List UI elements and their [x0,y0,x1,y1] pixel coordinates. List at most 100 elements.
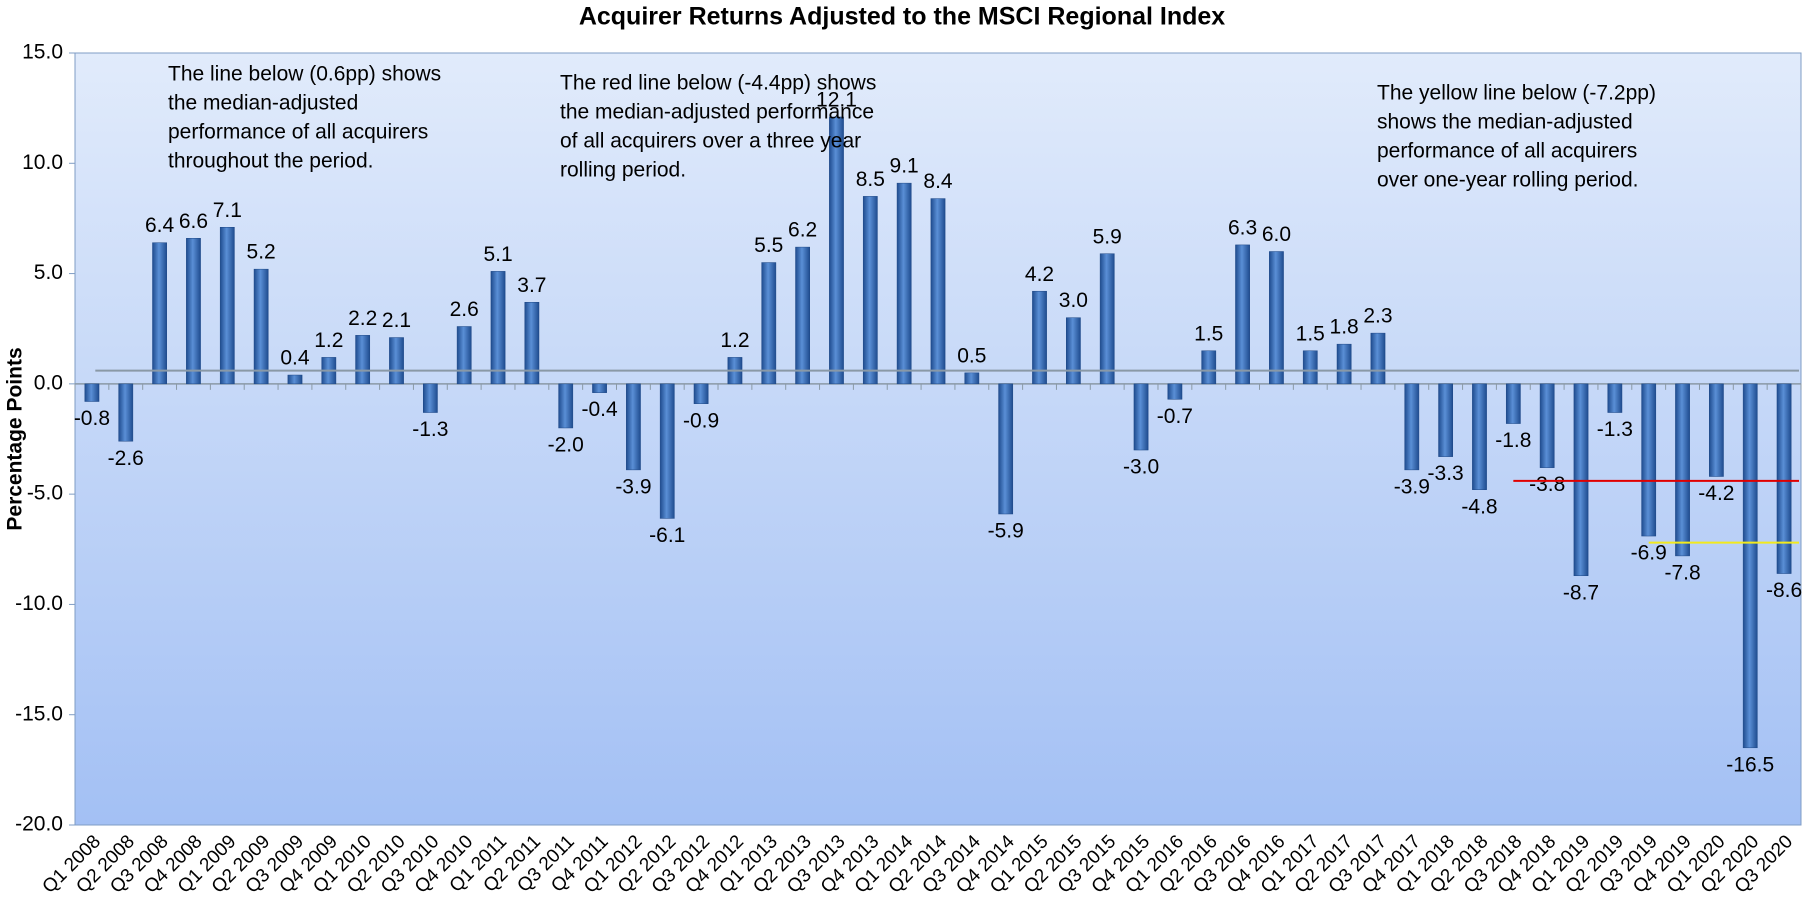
value-label: 9.1 [890,155,919,178]
value-label: 1.5 [1296,322,1325,345]
bar [524,301,540,385]
bar [253,268,269,385]
value-label: 6.0 [1262,223,1291,246]
bar [1573,383,1589,577]
value-label: 0.4 [280,347,310,370]
value-label: -8.7 [1563,581,1599,604]
bar [862,196,878,385]
value-label: 8.5 [856,168,885,191]
bar [1505,383,1521,424]
bar [1370,332,1386,385]
y-tick-label: -5.0 [27,482,63,505]
bar [1404,383,1420,471]
bar [1438,383,1454,457]
annotation: The line below (0.6pp) shows [168,63,441,86]
value-label: -6.9 [1631,542,1667,565]
bar [1675,383,1690,557]
value-label: -0.8 [74,407,110,430]
bar [1032,290,1047,385]
annotation: The yellow line below (-7.2pp) [1377,82,1656,105]
bar [1201,350,1217,385]
bar [1607,383,1623,413]
annotation: of all acquirers over a three year [560,130,861,153]
value-label: -16.5 [1726,753,1774,776]
bar [456,326,472,385]
value-label: 5.2 [247,241,276,264]
bar [896,182,912,385]
bar [1641,383,1657,537]
value-label: -1.8 [1495,429,1531,452]
bar [1302,350,1318,385]
bar [1742,383,1758,749]
bar [490,271,506,385]
bar [693,383,709,404]
value-label: 6.4 [145,214,175,237]
value-label: -6.1 [649,524,685,547]
value-label: 0.5 [957,344,986,367]
value-label: 3.0 [1059,289,1088,312]
bar [1099,253,1115,385]
bar [964,372,980,385]
value-label: 2.3 [1363,305,1392,328]
value-label: 1.5 [1194,322,1223,345]
bar [592,383,607,393]
annotation: shows the median-adjusted [1377,111,1633,134]
value-label: -3.3 [1428,462,1464,485]
y-tick-label: -15.0 [15,702,63,725]
bar [1235,244,1250,385]
value-label: 5.9 [1093,225,1122,248]
annotation: over one-year rolling period. [1377,169,1638,192]
bar [389,337,404,385]
bar [1709,383,1724,477]
bar [422,383,438,413]
value-label: -1.3 [412,418,448,441]
bar [355,335,371,385]
annotation: the median-adjusted [168,92,358,115]
value-label: 5.1 [483,243,512,266]
y-tick-label: 5.0 [34,261,63,284]
bar [998,383,1014,515]
annotation: rolling period. [560,159,686,182]
value-label: -0.7 [1157,405,1193,428]
bar [1269,251,1284,385]
bar [152,242,167,385]
value-label: -1.3 [1597,418,1633,441]
bar [761,262,777,385]
bar [219,227,235,385]
bar [626,383,641,471]
bar [118,383,134,442]
annotation: performance of all acquirers [168,121,428,144]
value-label: -3.9 [1394,475,1430,498]
y-tick-label: 10.0 [22,151,63,174]
value-label: 3.7 [517,274,546,297]
bar [1066,317,1081,385]
value-label: 2.6 [450,298,479,321]
value-label: -4.2 [1698,482,1734,505]
annotation: throughout the period. [168,150,374,173]
bar [1167,383,1183,400]
bar [930,198,946,385]
value-label: 12.1 [816,89,857,112]
value-label: 2.2 [348,307,377,330]
bar [186,238,201,385]
y-tick-label: 15.0 [22,41,63,64]
value-label: -5.9 [988,520,1024,543]
value-label: -8.6 [1766,579,1802,602]
value-label: 1.2 [314,329,343,352]
value-label: 1.2 [720,329,749,352]
value-label: -0.9 [683,409,719,432]
annotation: performance of all acquirers [1377,140,1637,163]
bar [1539,383,1555,468]
value-label: 7.1 [213,199,242,222]
annotation: the median-adjusted performance [560,101,874,124]
value-label: -2.0 [548,434,584,457]
bar [287,374,303,385]
bar [84,383,100,402]
value-label: 6.3 [1228,216,1257,239]
value-label: -3.8 [1529,473,1565,496]
bar [1336,343,1352,385]
plot-area [74,52,1802,826]
chart-title: Acquirer Returns Adjusted to the MSCI Re… [579,3,1225,31]
value-label: 6.6 [179,210,208,233]
